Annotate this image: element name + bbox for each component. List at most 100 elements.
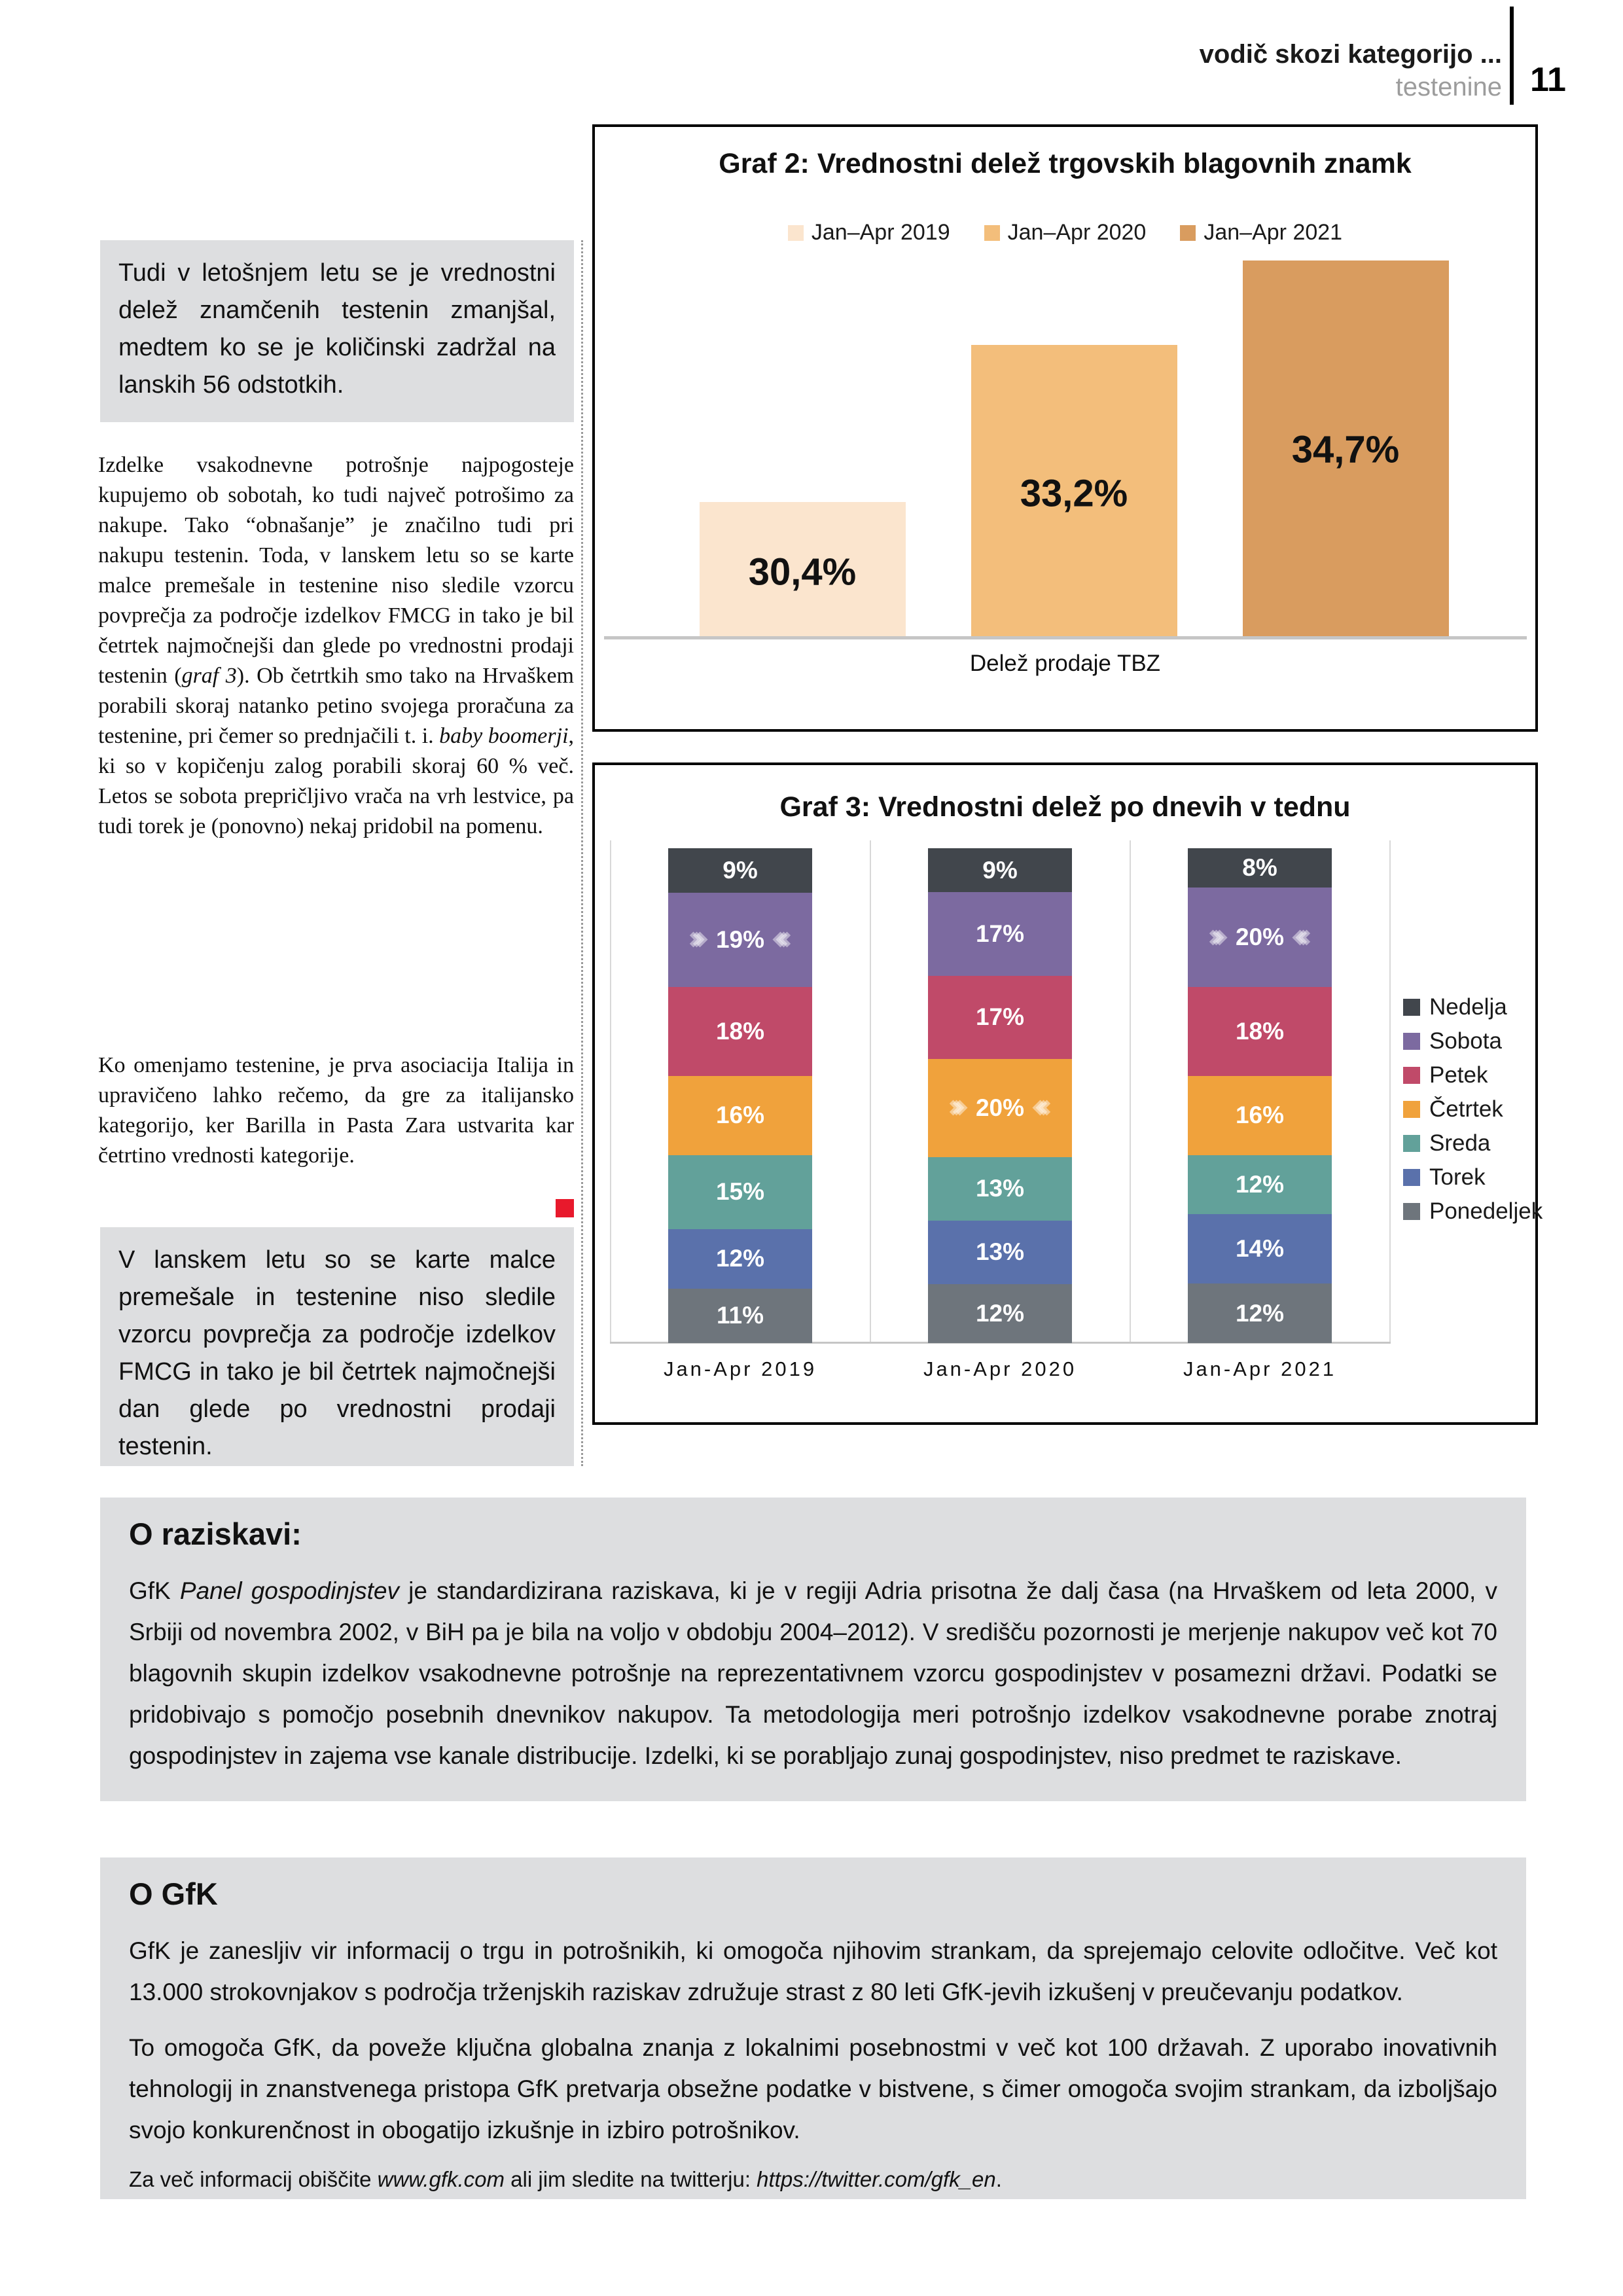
legend-label: Sobota [1429,1028,1502,1054]
graf2-bar-2 [971,345,1177,636]
graf3-segment-sreda: 12% [1188,1155,1332,1215]
legend-swatch-icon [1403,1067,1420,1084]
legend-label: Jan–Apr 2019 [811,220,950,245]
segment-label-row: 13% [976,1175,1024,1202]
graf3-segment-sobota: 20% [1188,888,1332,987]
segment-value-label: 12% [1235,1299,1285,1327]
graf2-bar-value-2: 33,2% [1020,472,1128,515]
legend-swatch-icon [1403,1203,1420,1220]
graf3-segment-petek: 18% [1188,986,1332,1076]
segment-value-label: 9% [982,856,1018,884]
segment-label-row: 17% [976,1003,1024,1031]
segment-label-row: 15% [716,1178,764,1206]
page-number: 11 [1530,61,1566,99]
article-text: ). Ob četrtkih smo tako na Hrvaškem pora… [98,664,574,748]
article-text: Izdelke vsakodnevne potrošnje najpogoste… [98,453,574,688]
legend-label: Torek [1429,1164,1486,1190]
footer-text: . [995,2167,1002,2191]
chevron-left-icon [1292,929,1315,946]
quote-highlight-box: V lanskem letu so se karte malce premeša… [100,1227,574,1466]
chevron-right-icon [945,1100,968,1116]
header: vodič skozi kategorijo ... testenine [916,38,1502,103]
segment-label-row: 20% [945,1094,1055,1122]
graf3-segment-nedelja: 8% [1188,848,1332,888]
segment-label-row: 11% [717,1302,764,1329]
graf3-segment-petek: 18% [668,986,812,1076]
graf3-segment-sreda: 15% [668,1155,812,1230]
segment-label-row: 16% [716,1102,764,1129]
segment-value-label: 19% [715,925,765,953]
graf3-segment-sobota: 17% [928,892,1072,976]
graf3-segment-torek: 12% [668,1229,812,1289]
legend-swatch-icon [1403,1169,1420,1186]
legend-label: Petek [1429,1062,1488,1088]
graf3-stacked-bar-2: 9% 17% 17% 20% 13% 13% 12% [928,848,1072,1343]
chevron-left-icon [1032,1100,1055,1116]
legend-label: Ponedeljek [1429,1198,1543,1224]
segment-label-row: 12% [1236,1300,1284,1327]
segment-label-row: 12% [716,1245,764,1272]
legend-swatch-icon [1403,1135,1420,1152]
graf3-segment-nedelja: 9% [668,848,812,893]
article-paragraph-2: Ko omenjamo testenine, je prva asociacij… [98,1050,574,1224]
segment-label-row: 9% [722,857,757,884]
graf3-segment-petek: 17% [928,975,1072,1059]
dotted-separator [581,240,583,1466]
legend-swatch-icon [1403,999,1420,1016]
footer-text: ali jim sledite na twitterju: [505,2167,757,2191]
graf3-segment-torek: 13% [928,1220,1072,1285]
legend-swatch-icon [787,224,804,241]
chevron-left-icon [772,931,795,948]
graf2-title: Graf 2: Vrednostni delež trgovskih blago… [719,148,1412,179]
header-divider [1510,7,1514,105]
legend-swatch-icon [1403,1101,1420,1118]
about-gfk-heading: O GfK [129,1876,218,1911]
graf3-gridline [1130,840,1131,1343]
graf3-segment-ponedeljek: 11% [668,1288,812,1343]
footer-text: Za več informacij obiščite [129,2167,378,2191]
segment-label-row: 18% [1236,1018,1284,1045]
graf3-segment-torek: 14% [1188,1214,1332,1284]
graf3-segment-sobota: 19% [668,893,812,987]
segment-value-label: 13% [975,1238,1025,1266]
segment-label-row: 13% [976,1238,1024,1266]
segment-label-row: 16% [1236,1102,1284,1129]
segment-value-label: 12% [1235,1171,1285,1198]
graf3-segment-nedelja: 9% [928,848,1072,893]
italic-graf3-ref: graf 3 [181,664,237,688]
segment-value-label: 20% [1235,924,1285,951]
about-gfk-paragraph-1: GfK je zanesljiv vir informacij o trgu i… [129,1937,1497,2005]
segment-value-label: 12% [975,1300,1025,1327]
segment-value-label: 13% [975,1175,1025,1202]
graf3-legend-item: Nedelja [1403,994,1507,1020]
article-paragraph-1: Izdelke vsakodnevne potrošnje najpogoste… [98,450,574,1043]
about-research-heading: O raziskavi: [129,1516,302,1551]
graf3-x-tick: Jan-Apr 2019 [663,1357,817,1380]
graf3-stacked-bar-3: 8% 20% 18% 16% 12% 14% 12% [1188,848,1332,1343]
chevron-right-icon [685,931,708,948]
segment-label-row: 18% [716,1018,764,1045]
quote-text: V lanskem letu so se karte malce premeša… [118,1246,556,1460]
segment-value-label: 12% [715,1245,765,1272]
graf2-legend-item: Jan–Apr 2019 [787,220,950,245]
segment-label-row: 8% [1242,854,1277,882]
graf3-stacked-bar-1: 9% 19% 18% 16% 15% 12% 11% [668,848,812,1343]
italic-panel-gospodinjstev: Panel gospodinjstev [179,1577,399,1604]
segment-value-label: 11% [716,1302,764,1329]
about-gfk-paragraph-2: To omogoča GfK, da poveže ključna global… [129,2034,1497,2144]
graf3-gridline [610,840,611,1343]
graf2-bar-1 [700,502,906,636]
italic-baby-boomerji: baby boomerji [439,724,569,748]
chart-graf3: Graf 3: Vrednostni delež po dnevih v ted… [592,762,1543,1425]
legend-swatch-icon [1180,224,1196,241]
intro-text: Tudi v letošnjem letu se je vrednostni d… [118,259,556,399]
legend-label: Sreda [1429,1130,1491,1156]
segment-value-label: 18% [1235,1017,1285,1045]
segment-label-row: 9% [982,857,1017,884]
header-subtitle: testenine [1395,73,1502,101]
graf3-segment-sreda: 13% [928,1157,1072,1221]
header-title: vodič skozi kategorijo ... [1199,40,1502,69]
legend-label: Jan–Apr 2020 [1007,220,1147,245]
legend-label: Nedelja [1429,994,1507,1020]
segment-value-label: 17% [975,1003,1025,1031]
